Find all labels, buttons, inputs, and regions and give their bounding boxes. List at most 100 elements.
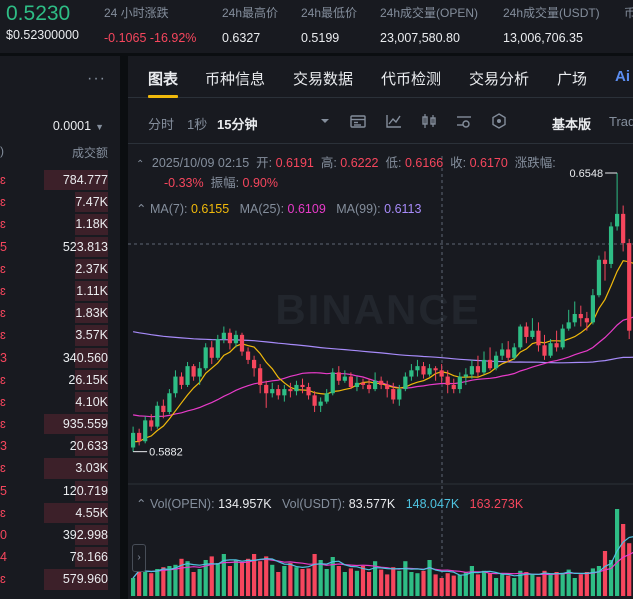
low-price-label: 0.5882 (149, 447, 183, 459)
version-trading[interactable]: Trad (609, 114, 633, 129)
order-book-row[interactable]: ɛ 1.18K (0, 213, 120, 235)
order-book-price: 0 (0, 528, 7, 542)
order-book-row[interactable]: ɛ 579.960 (0, 568, 120, 590)
candle-body (421, 366, 426, 375)
expand-panel-icon[interactable]: › (132, 544, 146, 572)
volume-bar (500, 574, 505, 596)
change-label: 涨跌幅: (514, 156, 556, 170)
order-book-row[interactable]: 5 120.719 (0, 480, 120, 502)
chevron-down-icon[interactable] (316, 113, 334, 129)
volume-bar (415, 573, 420, 596)
indicator-icon[interactable] (385, 113, 403, 129)
volume-bar (548, 574, 553, 596)
stat-value: -0.1065 -16.92% (104, 31, 197, 45)
candle-body (348, 376, 353, 387)
order-book-row[interactable]: ɛ 1.11K (0, 280, 120, 302)
more-dots-icon[interactable]: ··· (87, 70, 106, 87)
order-book-row[interactable]: ɛ 4.55K (0, 502, 120, 524)
calendar-icon[interactable] (349, 113, 367, 129)
precision-select[interactable]: 0.0001 ▼ (53, 119, 104, 133)
tab-chart[interactable]: 图表 (148, 71, 179, 88)
order-book-amount: 78.166 (69, 550, 108, 565)
tab-square[interactable]: 广场 (557, 71, 588, 88)
volume-bar (342, 572, 347, 596)
candle-body (258, 368, 263, 385)
volume-bar (131, 578, 136, 596)
volume-bar (227, 566, 232, 596)
volume-bar (167, 566, 172, 596)
candle-body (542, 345, 547, 356)
order-book-row[interactable]: ɛ 784.777 (0, 169, 120, 191)
interval-1s[interactable]: 1秒 (187, 117, 208, 132)
order-book-row[interactable]: ɛ 935.559 (0, 413, 120, 435)
column-header-price: ) (0, 144, 4, 158)
order-book-row[interactable]: ɛ 1.83K (0, 302, 120, 324)
order-book-row[interactable]: 5 523.813 (0, 236, 120, 258)
order-book-row[interactable]: 0 392.998 (0, 524, 120, 546)
candle-body (615, 213, 620, 227)
candle-body (475, 366, 481, 373)
open-value: 0.6191 (275, 156, 314, 170)
volume-bar (542, 570, 547, 596)
volume-bar (403, 561, 408, 596)
candlestick-chart[interactable]: BINANCE 0.6548 0.5882 (128, 56, 633, 599)
order-book-amount: 1.18K (75, 217, 108, 232)
order-book-row[interactable]: ɛ 3.57K (0, 324, 120, 346)
collapse-caret-icon[interactable]: ⌃ (136, 202, 147, 216)
chart-toolbar: 分时 1秒 15分钟 基本版 Trad (128, 98, 633, 144)
order-book-row[interactable]: ɛ 7.47K (0, 191, 120, 213)
order-book-price: 5 (0, 483, 7, 498)
order-book-row[interactable]: ɛ 26.15K (0, 369, 120, 391)
vol-open-label: Vol(OPEN): (149, 497, 215, 511)
candle-body (288, 389, 293, 392)
tab-trade-analysis[interactable]: 交易分析 (469, 71, 530, 88)
volume-bar (602, 551, 608, 596)
candle-body (445, 376, 450, 385)
stat-24h-change: 24 小时涨跌 -0.1065 -16.92% (104, 4, 196, 45)
order-book-amount: 20.633 (69, 439, 108, 454)
order-book-row[interactable]: 4 78.166 (0, 546, 120, 568)
volume-bar (318, 560, 323, 596)
candle-body (336, 372, 341, 381)
tab-coin-info[interactable]: 币种信息 (205, 71, 266, 88)
candle-body (233, 334, 239, 344)
order-book-row[interactable]: ɛ 3.03K (0, 457, 120, 479)
tab-ai[interactable]: Ai (615, 68, 630, 85)
order-book-price: 4 (0, 550, 7, 565)
tab-trading-data[interactable]: 交易数据 (293, 71, 354, 88)
depth-bar (75, 347, 108, 368)
candle-body (451, 384, 456, 390)
interval-15m[interactable]: 15分钟 (217, 117, 258, 132)
order-book-amount: 340.560 (62, 350, 108, 365)
order-book-row[interactable]: 3 20.633 (0, 435, 120, 457)
candle-body (185, 366, 190, 385)
collapse-caret-icon[interactable]: ⌃ (136, 159, 145, 170)
volume-bar (373, 561, 378, 596)
depth-bar (75, 480, 108, 501)
close-value: 0.6170 (469, 156, 508, 170)
candle-body (239, 334, 245, 352)
collapse-caret-icon[interactable]: ⌃ (136, 497, 147, 511)
order-book-price: ɛ (0, 572, 6, 587)
settings-icon[interactable] (455, 113, 473, 129)
depth-bar (75, 525, 108, 546)
volume-bar (554, 572, 559, 596)
order-book-row[interactable]: ɛ 2.37K (0, 258, 120, 280)
tab-token-check[interactable]: 代币检测 (381, 71, 442, 88)
candle-body (161, 405, 166, 413)
hexagon-icon[interactable] (490, 113, 508, 129)
candle-type-icon[interactable] (420, 113, 438, 129)
candle-body (209, 347, 214, 358)
stat-value: 0.6327 (222, 31, 261, 45)
candle-body (439, 370, 444, 377)
volume-bar (354, 570, 360, 596)
order-book-row[interactable]: 3 340.560 (0, 347, 120, 369)
interval-timeline[interactable]: 分时 (148, 117, 175, 132)
version-basic[interactable]: 基本版 (552, 117, 592, 132)
order-book-row[interactable]: ɛ 4.10K (0, 391, 120, 413)
volume-bar (161, 567, 166, 596)
binance-watermark: BINANCE (275, 286, 480, 333)
order-book-price: ɛ (0, 195, 6, 210)
candle-body (227, 332, 232, 344)
volume-bar (360, 566, 366, 596)
